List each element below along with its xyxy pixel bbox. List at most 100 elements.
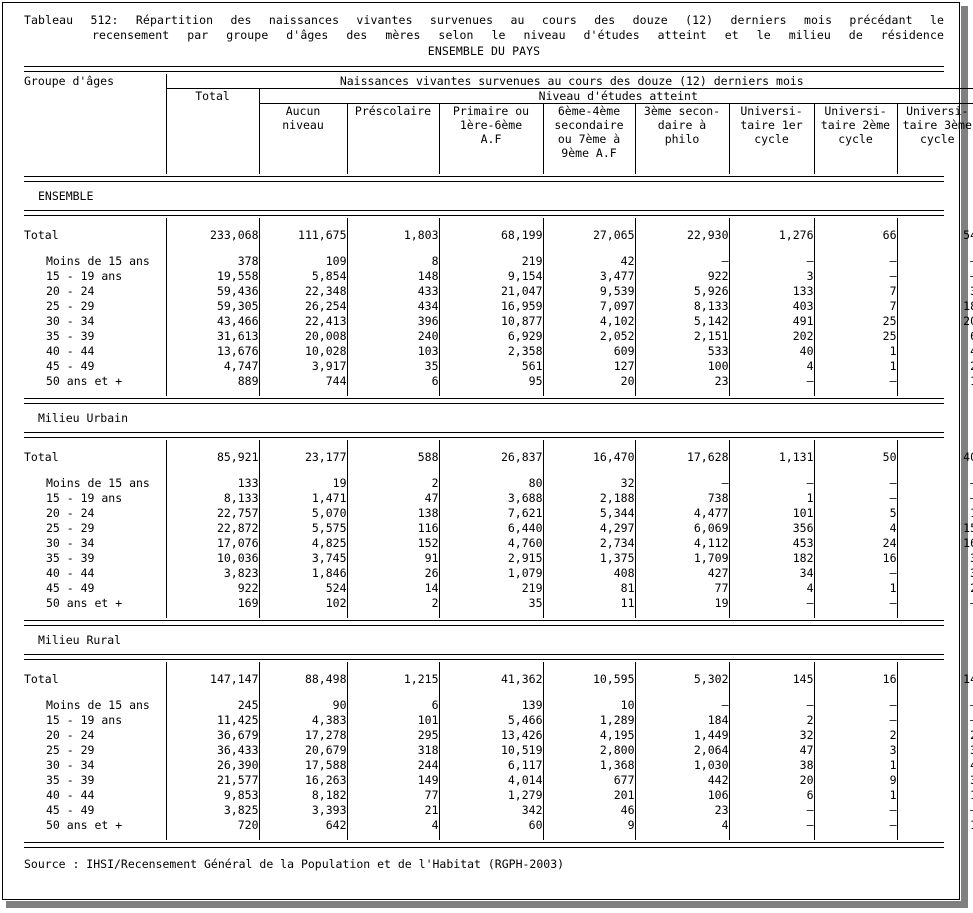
cell-value: 23	[634, 374, 729, 389]
cell-value: 182	[728, 551, 814, 566]
cell-value: 147,147	[165, 672, 259, 687]
cell-value: 5,070	[258, 506, 347, 521]
cell-value: 403	[728, 299, 814, 314]
cell-value: 219	[438, 581, 543, 596]
cell-value: 10,595	[542, 672, 635, 687]
cell-value: 3	[896, 773, 973, 788]
cell-value: 8,133	[634, 299, 729, 314]
cell-value: 101	[728, 506, 814, 521]
cell-value: –	[896, 713, 973, 728]
cell-value: 2	[896, 728, 973, 743]
cell-value: 13,676	[165, 344, 259, 359]
row-label: 15 - 19 ans	[46, 713, 123, 727]
table-row: 15 - 19 ans 19,558 5,854 148 9,154 3,477 922 3–…	[24, 269, 973, 284]
table-row: 15 - 19 ans 11,425 4,383 101 5,466 1,289 184 2–…	[24, 713, 973, 728]
cell-value: 533	[634, 344, 729, 359]
cell-value: 17,588	[258, 758, 347, 773]
cell-value: 5,142	[634, 314, 729, 329]
row-label: 50 ans et +	[46, 374, 123, 388]
cell-value: 16	[896, 536, 973, 551]
cell-value: 6	[346, 374, 439, 389]
table-row: 30 - 34 26,390 17,588 244 6,117 1,368 1,030 38 1…	[24, 758, 973, 773]
cell-value: 889	[165, 374, 259, 389]
cell-value: 318	[346, 743, 439, 758]
row-label: Total	[24, 450, 59, 464]
row-label: Total	[24, 228, 59, 242]
cell-value: –	[813, 698, 897, 713]
cell-value: 11	[542, 596, 635, 611]
row-label: 25 - 29	[46, 743, 95, 757]
cell-value: 16,470	[542, 450, 635, 465]
row-label: 45 - 49	[46, 359, 95, 373]
cell-value: 145	[728, 672, 814, 687]
cell-value: 5	[813, 506, 897, 521]
row-spacer	[24, 389, 973, 396]
cell-value: 408	[542, 566, 635, 581]
cell-value: 201	[542, 788, 635, 803]
cell-value: 4,383	[258, 713, 347, 728]
cell-value: 50	[813, 450, 897, 465]
cell-value: 22,348	[258, 284, 347, 299]
cell-value: 240	[346, 329, 439, 344]
cell-value: 139	[438, 698, 543, 713]
header-level-7: Universi-taire 3ème cycle	[896, 103, 973, 174]
section-top-rule-1	[24, 432, 944, 438]
row-label: 20 - 24	[46, 506, 95, 520]
table-row: 25 - 29 59,305 26,254 434 16,959 7,097 8,133 40…	[24, 299, 973, 314]
row-label: 20 - 24	[46, 728, 95, 742]
cell-value: 433	[346, 284, 439, 299]
cell-value: 35	[346, 359, 439, 374]
section-table-0: Total 233,068 111,675 1,803 68,199 27,065 22,9…	[24, 218, 973, 396]
section-label-0: ENSEMBLE	[38, 189, 94, 203]
cell-value: 4,477	[634, 506, 729, 521]
section-label-1: Milieu Urbain	[38, 411, 129, 425]
header-row-levels: Aucun niveau Préscolaire Primaire ou 1ère-6è…	[24, 103, 973, 174]
cell-value: 169	[165, 596, 259, 611]
cell-value: 3	[813, 743, 897, 758]
row-label: 40 - 44	[46, 788, 95, 802]
cell-value: –	[896, 596, 973, 611]
cell-value: 111,675	[258, 228, 347, 243]
table-row: 20 - 24 22,757 5,070 138 7,621 5,344 4,477 101 5…	[24, 506, 973, 521]
cell-value: 23	[634, 803, 729, 818]
cell-value: –	[728, 476, 814, 491]
row-spacer	[24, 687, 973, 698]
cell-value: 7,621	[438, 506, 543, 521]
cell-value: 434	[346, 299, 439, 314]
cell-value: 2	[346, 476, 439, 491]
table-row: 35 - 39 10,036 3,745 91 2,915 1,375 1,709 182 16…	[24, 551, 973, 566]
cell-value: 1	[813, 344, 897, 359]
cell-value: 1	[813, 758, 897, 773]
cell-value: 2,915	[438, 551, 543, 566]
cell-value: –	[728, 818, 814, 833]
cell-value: 1,449	[634, 728, 729, 743]
cell-value: –	[896, 491, 973, 506]
cell-value: 26	[346, 566, 439, 581]
page-content: Tableau 512: Répartition des naissances …	[6, 6, 973, 902]
cell-value: –	[813, 254, 897, 269]
header-level-0: Aucun niveau	[258, 103, 347, 174]
row-label: 30 - 34	[46, 758, 95, 772]
table-wrapper: Groupe d'âges Naissances vivantes surven…	[24, 66, 973, 848]
cell-value: 8,133	[165, 491, 259, 506]
cell-value: 106	[634, 788, 729, 803]
row-label: Moins de 15 ans	[46, 476, 150, 490]
cell-value: 922	[634, 269, 729, 284]
cell-value: –	[634, 698, 729, 713]
cell-value: 133	[728, 284, 814, 299]
cell-value: 88,498	[258, 672, 347, 687]
cell-value: 1,215	[346, 672, 439, 687]
cell-value: 80	[438, 476, 543, 491]
row-spacer	[24, 465, 973, 476]
cell-value: 20,679	[258, 743, 347, 758]
cell-value: 10,877	[438, 314, 543, 329]
row-label: 50 ans et +	[46, 596, 123, 610]
table-title-block: Tableau 512: Répartition des naissances …	[6, 6, 962, 59]
cell-value: 31,613	[165, 329, 259, 344]
